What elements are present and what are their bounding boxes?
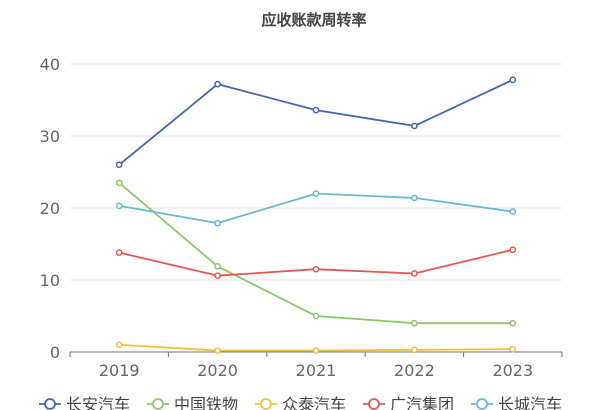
data-point bbox=[115, 341, 123, 349]
data-point bbox=[214, 272, 221, 280]
series-lines bbox=[115, 76, 517, 354]
data-point bbox=[509, 246, 517, 254]
legend-item[interactable]: 广汽集团 bbox=[363, 395, 454, 410]
legend[interactable]: 长安汽车 中国铁物 众泰汽车 广汽集团 长城汽车 bbox=[39, 395, 562, 410]
data-point bbox=[312, 265, 320, 273]
x-tick-label: 2019 bbox=[99, 361, 140, 380]
legend-item[interactable]: 众泰汽车 bbox=[255, 395, 346, 410]
series-4 bbox=[115, 190, 517, 227]
y-tick-label: 40 bbox=[40, 55, 60, 74]
x-tick-label: 2020 bbox=[197, 361, 238, 380]
legend-marker bbox=[476, 398, 488, 410]
y-tick-label: 0 bbox=[50, 343, 60, 362]
y-tick-label: 20 bbox=[40, 199, 60, 218]
series-1 bbox=[115, 179, 517, 327]
legend-label: 长城汽车 bbox=[498, 395, 562, 410]
data-point bbox=[115, 161, 123, 169]
data-point bbox=[509, 319, 517, 327]
data-point bbox=[411, 319, 418, 327]
series-line bbox=[118, 79, 514, 166]
data-point bbox=[411, 270, 418, 277]
data-point bbox=[509, 76, 517, 84]
legend-item[interactable]: 长城汽车 bbox=[471, 395, 562, 410]
y-tick-label: 10 bbox=[40, 271, 60, 290]
data-point bbox=[312, 190, 320, 197]
data-point bbox=[411, 122, 418, 130]
x-tick-label: 2022 bbox=[394, 361, 435, 380]
legend-item[interactable]: 中国铁物 bbox=[147, 395, 238, 410]
data-point bbox=[214, 262, 221, 270]
series-3 bbox=[115, 246, 517, 280]
legend-marker bbox=[152, 398, 164, 410]
data-point bbox=[214, 347, 221, 354]
legend-label: 广汽集团 bbox=[390, 395, 454, 410]
x-tick-label: 2023 bbox=[492, 361, 533, 380]
chart-title: 应收账款周转率 bbox=[261, 11, 366, 29]
legend-marker bbox=[260, 398, 272, 410]
data-point bbox=[411, 346, 418, 354]
axes: 0 10 20 30 40 2019 2020 2021 2022 2023 bbox=[40, 55, 563, 380]
series-0 bbox=[115, 76, 517, 169]
data-point bbox=[509, 208, 517, 215]
data-point bbox=[312, 106, 320, 114]
data-point bbox=[115, 179, 123, 187]
data-point bbox=[411, 194, 418, 202]
legend-marker bbox=[368, 398, 380, 410]
gridlines bbox=[70, 63, 562, 281]
data-point bbox=[312, 347, 320, 354]
data-point bbox=[214, 80, 221, 88]
data-point bbox=[115, 249, 123, 256]
legend-label: 长安汽车 bbox=[66, 395, 130, 410]
x-tick-label: 2021 bbox=[296, 361, 337, 380]
legend-marker bbox=[44, 398, 56, 410]
legend-label: 中国铁物 bbox=[174, 395, 238, 410]
data-point bbox=[214, 219, 221, 227]
y-tick-label: 30 bbox=[40, 127, 60, 146]
data-point bbox=[115, 202, 123, 210]
data-point bbox=[312, 312, 320, 320]
data-point bbox=[509, 345, 517, 353]
series-2 bbox=[115, 341, 517, 354]
legend-label: 众泰汽车 bbox=[282, 395, 346, 410]
legend-item[interactable]: 长安汽车 bbox=[39, 395, 130, 410]
